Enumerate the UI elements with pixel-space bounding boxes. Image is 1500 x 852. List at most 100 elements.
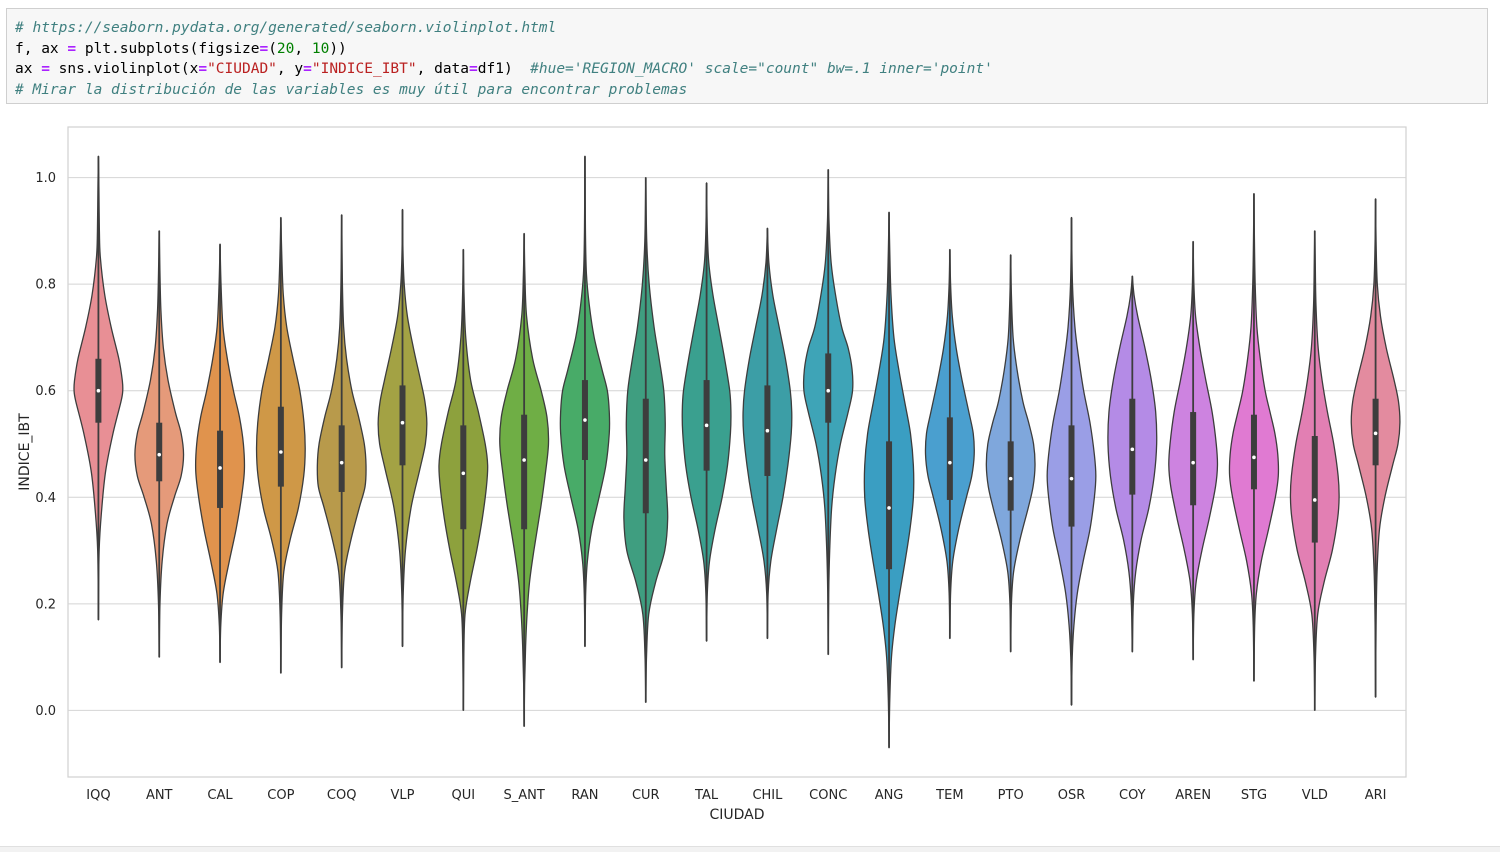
x-tick-label: QUI: [452, 788, 476, 803]
violin-iqr-box: [521, 414, 528, 530]
code-token: )): [329, 40, 347, 57]
x-tick-label: S_ANT: [503, 788, 544, 803]
violin-median: [704, 423, 709, 428]
x-tick-label: CAL: [207, 788, 233, 803]
violin-iqr-box: [1190, 412, 1197, 506]
code-token: # Mirar la distribución de las variables…: [15, 81, 688, 98]
x-tick-label: STG: [1241, 788, 1267, 803]
code-token: "CIUDAD": [207, 61, 277, 77]
violin-median: [461, 471, 466, 476]
code-token: =: [469, 61, 478, 77]
x-tick-label: CHIL: [752, 788, 783, 803]
violin-median: [400, 420, 405, 425]
violin-iqr-box: [825, 353, 832, 423]
violin-median: [157, 452, 162, 457]
code-token: ,: [294, 40, 312, 57]
code-token: plt.subplots(figsize: [76, 40, 260, 57]
code-token: =: [303, 61, 312, 77]
y-tick-labels: 0.0 0.2 0.4 0.6 0.8 1.0: [35, 171, 56, 719]
violin-iqr-box: [1250, 414, 1257, 490]
x-tick-label: ANG: [875, 788, 904, 803]
x-tick-labels: IQQ ANT CAL COP COQ VLP QUI S_ANT RAN CUR TAL CHIL C…: [86, 788, 1386, 803]
code-token: 10: [311, 40, 330, 57]
code-token: df1): [477, 61, 531, 77]
violin-iqr-box: [1311, 436, 1318, 543]
violin-median: [948, 460, 952, 465]
violin-chart: 0.0 0.2 0.4 0.6 0.8 1.0 IQQ ANT CAL COP COQ VLP QUI…: [0, 110, 1500, 852]
code-line: f, ax = plt.subplots(figsize=(20, 10)): [15, 39, 1479, 60]
y-tick-label: 1.0: [35, 171, 56, 186]
code-line: # Mirar la distribución de las variables…: [15, 80, 1479, 101]
x-tick-label: IQQ: [86, 788, 110, 803]
violin-median: [1312, 498, 1317, 502]
code-token: (: [268, 40, 277, 57]
x-tick-label: ARI: [1365, 788, 1387, 803]
violin-iqr-box: [946, 417, 953, 500]
x-tick-label: TEM: [935, 788, 963, 803]
code-line: ax = sns.violinplot(x="CIUDAD", y="INDIC…: [15, 59, 1479, 80]
violin-median: [826, 388, 831, 393]
violin-iqr-box: [460, 425, 467, 530]
violin-iqr-box: [338, 425, 345, 492]
x-tick-label: VLD: [1302, 788, 1328, 803]
violin-median: [522, 458, 526, 462]
violin-median: [1069, 476, 1074, 481]
violin-iqr-box: [1068, 425, 1075, 527]
code-token: "INDICE_IBT": [311, 61, 417, 77]
x-axis-label: CIUDAD: [709, 807, 764, 823]
code-cell[interactable]: # https://seaborn.pydata.org/generated/s…: [6, 8, 1488, 104]
violin-iqr-box: [1007, 441, 1014, 511]
x-tick-label: VLP: [391, 788, 415, 803]
violin-median: [1252, 455, 1256, 460]
violin-median: [643, 458, 648, 462]
y-axis-label: INDICE_IBT: [17, 413, 33, 491]
cell-divider: [0, 846, 1500, 852]
violin-median: [887, 506, 891, 510]
violin-iqr-box: [399, 385, 406, 466]
code-token: =: [259, 40, 269, 57]
violin-median: [765, 428, 770, 433]
violin-iqr-box: [156, 422, 163, 482]
x-tick-label: COQ: [327, 788, 357, 803]
violin-median: [96, 388, 101, 393]
x-tick-label: CONC: [809, 788, 847, 803]
violin-median: [1008, 476, 1013, 481]
violin-iqr-box: [886, 441, 893, 570]
x-tick-label: COP: [267, 788, 294, 803]
violin-iqr-box: [277, 406, 284, 487]
violin-median: [1373, 431, 1378, 436]
x-tick-label: OSR: [1058, 788, 1086, 803]
code-block: # https://seaborn.pydata.org/generated/s…: [15, 18, 1479, 100]
violin-median: [279, 450, 283, 454]
code-token: =: [41, 61, 50, 77]
code-token: ax: [15, 61, 42, 77]
code-token: , y: [276, 61, 304, 77]
y-tick-label: 0.8: [35, 278, 56, 293]
code-token: =: [198, 61, 208, 77]
violin-median: [1130, 447, 1135, 452]
code-token: f, ax: [15, 40, 68, 57]
violin-median: [1191, 460, 1195, 465]
x-tick-label: CUR: [632, 788, 660, 803]
x-tick-label: COY: [1119, 788, 1146, 803]
y-tick-label: 0.4: [35, 491, 56, 506]
violins: [73, 155, 1401, 749]
code-token: #hue='REGION_MACRO' scale="count" bw=.1 …: [530, 61, 993, 77]
y-tick-label: 0.0: [35, 704, 56, 719]
code-token: # https://seaborn.pydata.org/generated/s…: [15, 20, 557, 36]
violin-median: [339, 460, 344, 465]
code-line: # https://seaborn.pydata.org/generated/s…: [15, 18, 1479, 39]
x-tick-label: ANT: [146, 788, 173, 803]
x-tick-label: TAL: [694, 788, 719, 803]
violin-iqr-box: [1129, 398, 1136, 495]
x-tick-label: AREN: [1175, 788, 1211, 803]
violin-iqr-box: [642, 398, 649, 514]
y-tick-label: 0.6: [35, 384, 56, 399]
y-tick-label: 0.2: [35, 597, 56, 612]
x-tick-label: RAN: [571, 788, 598, 803]
chart-svg: 0.0 0.2 0.4 0.6 0.8 1.0 IQQ ANT CAL COP COQ VLP QUI…: [17, 126, 1407, 823]
code-token: 20: [276, 40, 295, 57]
violin-median: [218, 466, 222, 470]
code-token: , data: [416, 61, 470, 77]
code-token: sns.violinplot(x: [49, 61, 199, 77]
